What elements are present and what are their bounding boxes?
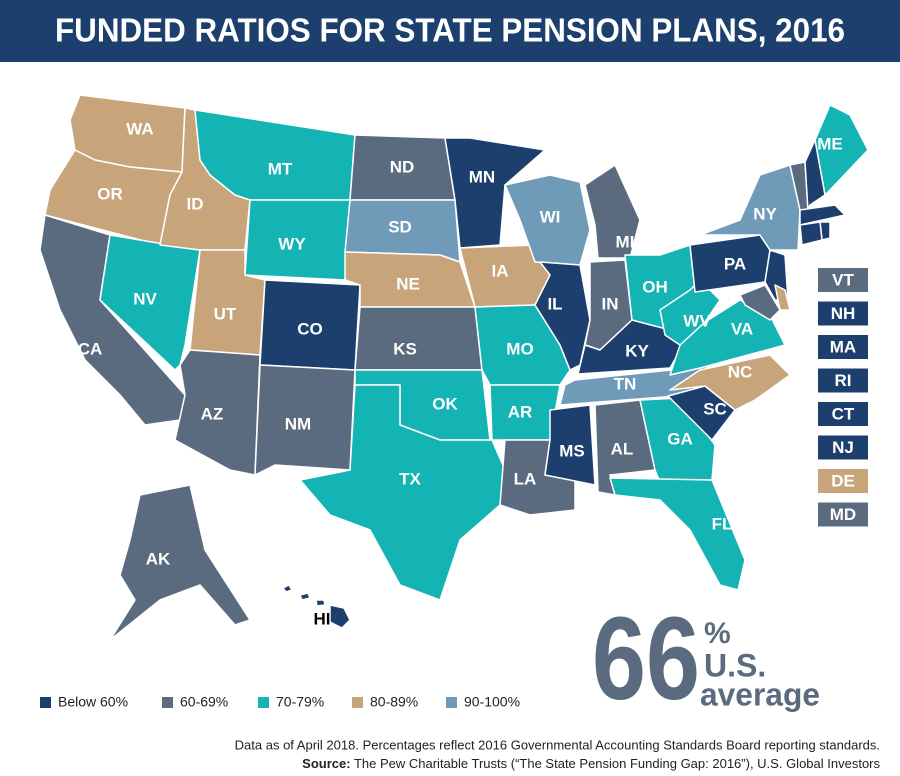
legend-swatch (258, 697, 269, 708)
legend-label: 70-79% (276, 694, 324, 710)
state-box (818, 502, 868, 527)
legend-swatch (162, 697, 173, 708)
state-box-label: NH (831, 304, 856, 323)
state-label: NV (133, 289, 157, 308)
state-label: GA (667, 429, 693, 448)
state-box-label: NJ (832, 438, 854, 457)
state-box (818, 268, 868, 292)
state-label: ID (187, 194, 204, 213)
state-label: PA (724, 254, 746, 273)
legend-label: 60-69% (180, 694, 228, 710)
state-label: CO (297, 319, 323, 338)
state (799, 221, 823, 246)
state-label: CA (78, 339, 103, 358)
source: Source: The Pew Charitable Trusts (“The … (302, 756, 880, 771)
source-text: The Pew Charitable Trusts (“The State Pe… (354, 756, 881, 771)
state-label: TN (614, 374, 637, 393)
state-box-label: DE (831, 471, 855, 490)
average-line2: average (700, 676, 820, 712)
state-box-label: MD (830, 505, 856, 524)
state-label: VA (731, 319, 753, 338)
legend-swatch (352, 697, 363, 708)
state-label: MS (559, 441, 585, 460)
state (504, 174, 591, 266)
legend-label: 80-89% (370, 694, 418, 710)
state (109, 484, 251, 641)
state-label: WI (540, 207, 561, 226)
state-label: SC (703, 399, 727, 418)
state-box-label: MA (830, 337, 856, 356)
state (544, 404, 596, 486)
state-label: KS (393, 339, 417, 358)
state-label: OK (432, 394, 458, 413)
state (659, 279, 721, 346)
source-label: Source: (302, 756, 350, 771)
state-label: AZ (201, 404, 224, 423)
state-label: AL (611, 439, 634, 458)
state (282, 584, 351, 629)
state-box-label: VT (832, 270, 854, 289)
state (669, 299, 786, 376)
average-line1: U.S. (704, 647, 766, 683)
state (534, 261, 591, 371)
state-box (818, 335, 868, 359)
state-label: OR (97, 184, 123, 203)
state-label: HI (314, 609, 331, 628)
state-label: UT (214, 304, 237, 323)
state-label: IA (492, 261, 509, 280)
state-label: MN (469, 167, 495, 186)
state-box (818, 435, 868, 460)
state-label: KY (625, 341, 649, 360)
legend-label: Below 60% (58, 694, 128, 710)
state-label: ND (390, 157, 415, 176)
state-label: LA (514, 469, 537, 488)
state-label: OH (642, 277, 668, 296)
state (354, 306, 483, 371)
state (609, 477, 746, 591)
state-label: IL (547, 294, 562, 313)
state-label: MI (616, 232, 635, 251)
state (739, 284, 781, 321)
state-label: NE (396, 274, 420, 293)
state-label: WV (683, 311, 711, 330)
state-label: MT (268, 159, 293, 178)
state-label: FL (712, 514, 733, 533)
state-box (818, 301, 868, 326)
legend: Below 60% 60-69% 70-79% 80-89% 90-100% (40, 694, 520, 710)
state-label: NY (753, 204, 777, 223)
state-box (818, 368, 868, 393)
state (669, 354, 791, 411)
state-label: AR (508, 402, 533, 421)
state (799, 204, 846, 226)
state-label: SD (388, 217, 412, 236)
state-label: WA (126, 119, 153, 138)
state-label: ME (817, 134, 843, 153)
state-label: TX (399, 469, 421, 488)
title-bar (0, 0, 900, 62)
state-label: MO (506, 339, 533, 358)
state-label: NC (728, 362, 753, 381)
state-label: IN (602, 294, 619, 313)
state (254, 364, 356, 476)
title: FUNDED RATIOS FOR STATE PENSION PLANS, 2… (55, 12, 845, 49)
state-label: NM (285, 414, 311, 433)
legend-swatch (40, 697, 51, 708)
footnote: Data as of April 2018. Percentages refle… (235, 737, 880, 752)
state-label: AK (146, 549, 171, 568)
state-box-label: CT (832, 404, 855, 423)
state (804, 139, 826, 211)
state (299, 384, 506, 601)
state (774, 284, 791, 311)
map: WA OR CA NV ID MT WY UT AZ CO NM ND SD NE KS OK TX MN IA MO… (39, 94, 869, 641)
average-unit: % (704, 617, 731, 650)
state-box-label: RI (835, 371, 852, 390)
legend-label: 90-100% (464, 694, 520, 710)
state-box (818, 402, 868, 426)
state (444, 137, 546, 249)
state-box (818, 469, 868, 493)
state-label: WY (278, 234, 306, 253)
legend-swatch (446, 697, 457, 708)
average-value: 66 (592, 593, 700, 725)
